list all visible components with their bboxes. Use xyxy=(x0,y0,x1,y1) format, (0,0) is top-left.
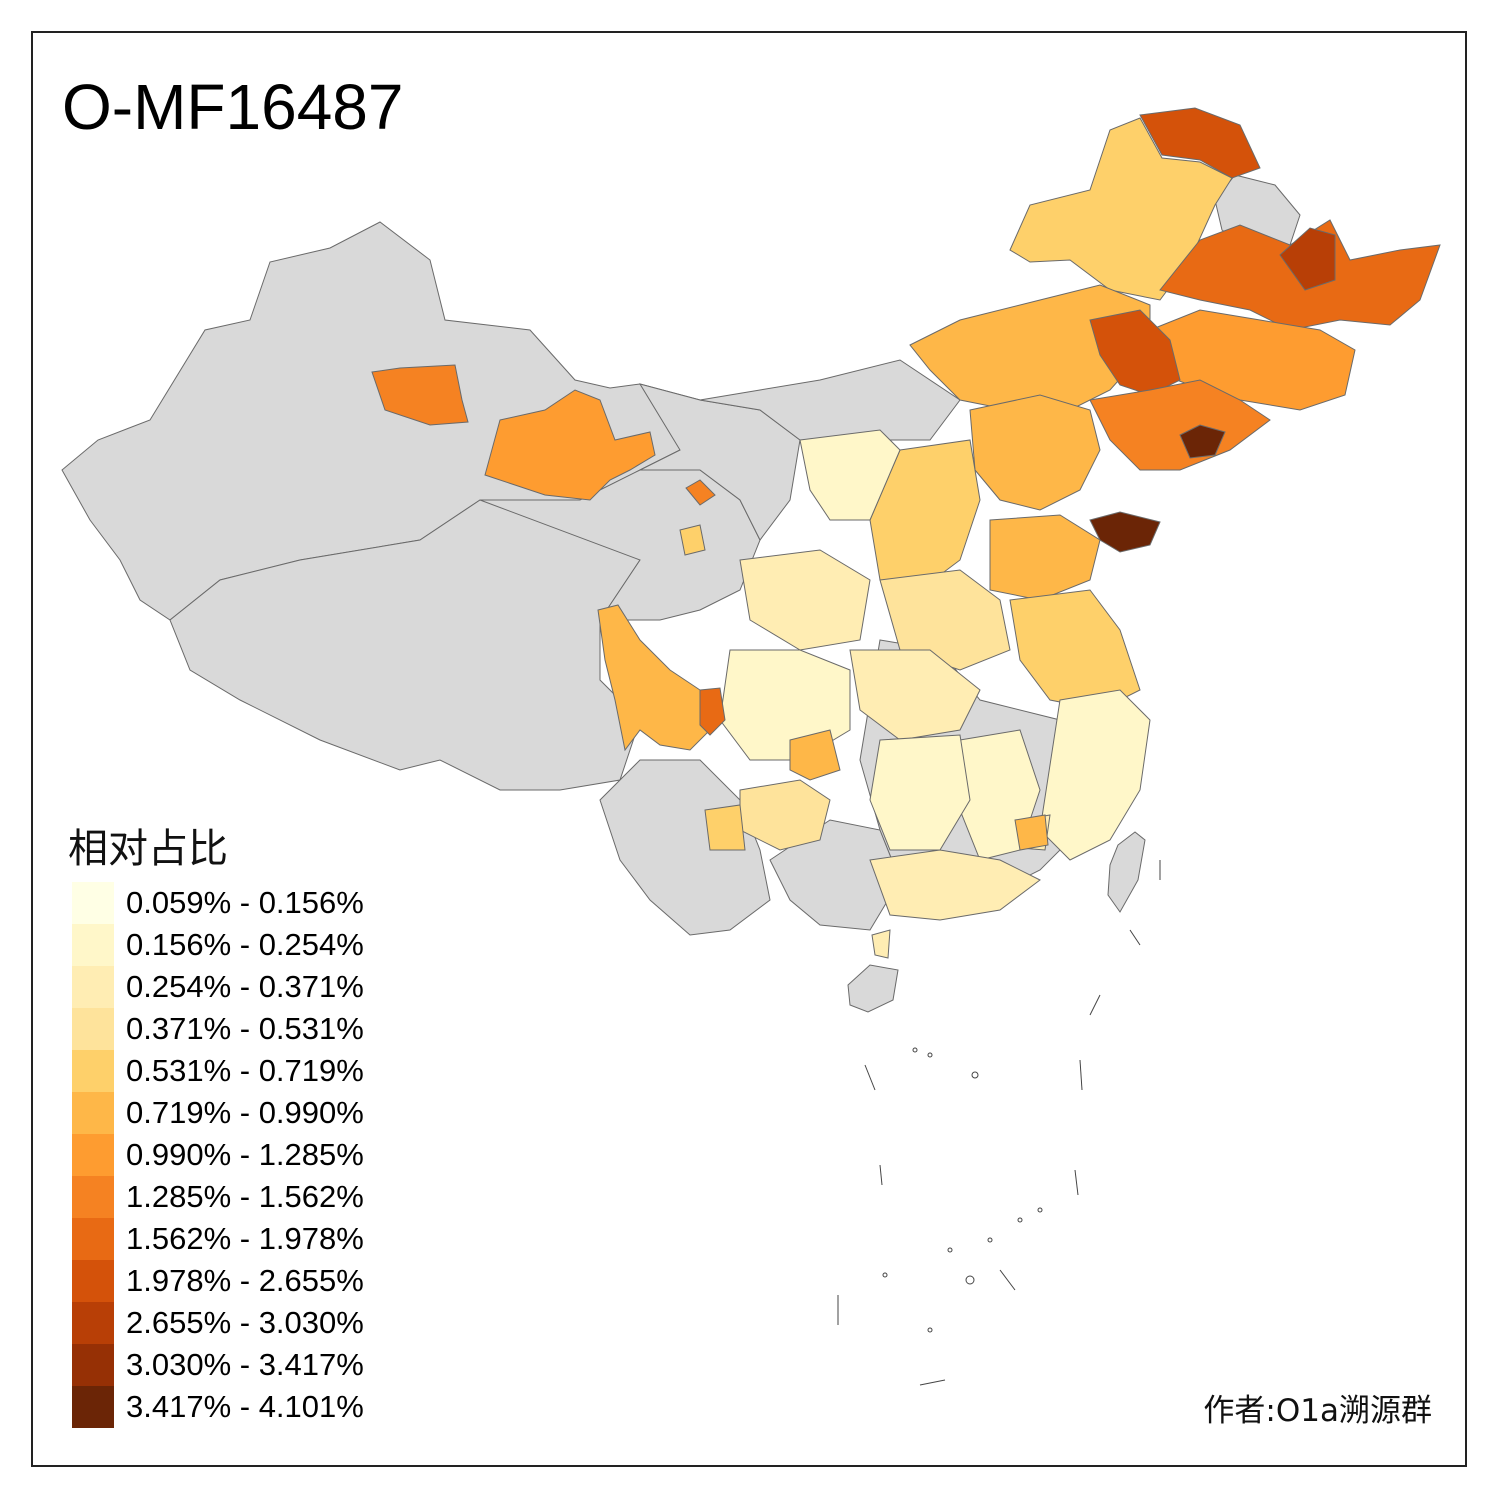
region-western-sichuan xyxy=(597,604,711,752)
legend-swatch xyxy=(72,924,114,966)
legend-label: 1.285% - 1.562% xyxy=(126,1179,364,1214)
legend-label: 0.990% - 1.285% xyxy=(126,1137,364,1172)
legend-item: 2.655% - 3.030% xyxy=(72,1302,364,1344)
legend: 0.059% - 0.156% 0.156% - 0.254% 0.254% -… xyxy=(72,882,364,1428)
legend-swatch xyxy=(72,1134,114,1176)
legend-swatch xyxy=(72,1008,114,1050)
region-shandong-peninsula xyxy=(1089,511,1161,553)
region-inner-mongolia-west xyxy=(699,359,961,461)
legend-item: 1.285% - 1.562% xyxy=(72,1176,364,1218)
legend-swatch xyxy=(72,1386,114,1428)
legend-item: 0.371% - 0.531% xyxy=(72,1008,364,1050)
region-leizhou xyxy=(871,929,891,959)
legend-swatch xyxy=(72,1302,114,1344)
region-shaanxi-south xyxy=(739,549,871,651)
region-zhunggar xyxy=(371,364,469,426)
region-liaoning xyxy=(1089,379,1271,471)
region-taiwan xyxy=(1107,831,1146,913)
legend-swatch xyxy=(72,882,114,924)
region-yunnan-east xyxy=(704,804,746,851)
legend-swatch xyxy=(72,1176,114,1218)
legend-label: 3.030% - 3.417% xyxy=(126,1347,364,1382)
region-yunnan xyxy=(599,759,771,936)
map-title: O-MF16487 xyxy=(62,71,404,143)
legend-label: 0.371% - 0.531% xyxy=(126,1011,364,1046)
region-guangxi xyxy=(769,819,901,931)
legend-item: 3.417% - 4.101% xyxy=(72,1386,364,1428)
legend-label: 0.156% - 0.254% xyxy=(126,927,364,962)
region-hainan xyxy=(847,964,899,1013)
region-hami-turpan xyxy=(484,389,656,501)
legend-swatch xyxy=(72,1218,114,1260)
legend-label: 3.417% - 4.101% xyxy=(126,1389,364,1424)
author-credit: 作者:O1a溯源群 xyxy=(1203,1393,1432,1429)
region-qinghai-east xyxy=(679,524,706,556)
legend-item: 0.531% - 0.719% xyxy=(72,1050,364,1092)
legend-item: 0.719% - 0.990% xyxy=(72,1092,364,1134)
region-heilongjiang-dark xyxy=(1279,227,1336,291)
legend-item: 0.156% - 0.254% xyxy=(72,924,364,966)
legend-label: 0.531% - 0.719% xyxy=(126,1053,364,1088)
legend-label: 0.254% - 0.371% xyxy=(126,969,364,1004)
region-gansu-jiuquan xyxy=(685,479,716,506)
region-hubei xyxy=(849,649,981,741)
region-guangdong-east xyxy=(1014,814,1049,851)
legend-item: 1.978% - 2.655% xyxy=(72,1260,364,1302)
legend-swatch xyxy=(72,1344,114,1386)
legend-swatch xyxy=(72,966,114,1008)
legend-swatch xyxy=(72,1092,114,1134)
region-dalian xyxy=(1179,424,1226,459)
legend-item: 3.030% - 3.417% xyxy=(72,1344,364,1386)
legend-item: 1.562% - 1.978% xyxy=(72,1218,364,1260)
region-hebei-beijing xyxy=(969,394,1101,511)
legend-label: 1.562% - 1.978% xyxy=(126,1221,364,1256)
region-shandong xyxy=(989,514,1101,601)
legend-swatch xyxy=(72,1050,114,1092)
legend-title: 相对占比 xyxy=(68,826,228,872)
region-western-sichuan-dark xyxy=(699,687,726,736)
legend-item: 0.990% - 1.285% xyxy=(72,1134,364,1176)
region-hulunbuir xyxy=(1009,117,1233,301)
legend-label: 0.719% - 0.990% xyxy=(126,1095,364,1130)
legend-item: 0.059% - 0.156% xyxy=(72,882,364,924)
south-china-sea-islands xyxy=(837,860,1161,1386)
legend-swatch xyxy=(72,1260,114,1302)
legend-label: 1.978% - 2.655% xyxy=(126,1263,364,1298)
region-ningxia-north xyxy=(799,429,901,521)
region-chongqing xyxy=(789,729,841,781)
legend-label: 0.059% - 0.156% xyxy=(126,885,364,920)
region-guangdong xyxy=(869,849,1041,921)
region-heilongjiang-far-north xyxy=(1139,107,1261,179)
legend-item: 0.254% - 0.371% xyxy=(72,966,364,1008)
legend-label: 2.655% - 3.030% xyxy=(126,1305,364,1340)
